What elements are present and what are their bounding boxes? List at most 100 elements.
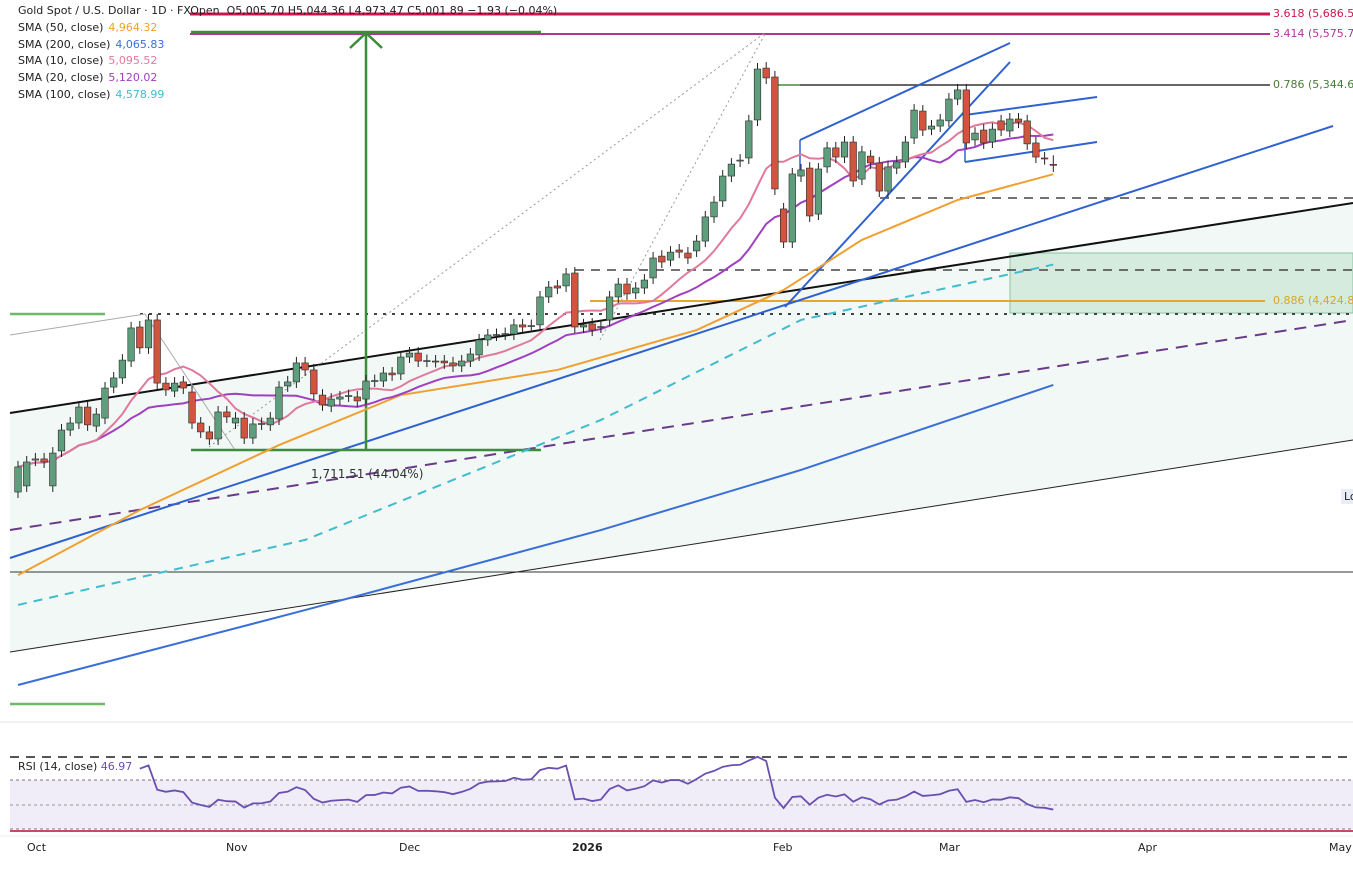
candle-up[interactable] (988, 128, 996, 143)
candle-down[interactable] (684, 252, 692, 259)
candle-up[interactable] (92, 413, 100, 427)
symbol-row[interactable]: Gold Spot / U.S. Dollar · 1D · FXOpen O5… (18, 3, 557, 20)
candle-down[interactable] (205, 431, 214, 440)
candle-up[interactable] (127, 327, 135, 362)
candle-up[interactable] (927, 125, 936, 130)
legend-sma100[interactable]: SMA (100, close) 4,578.99 (18, 87, 557, 104)
candle-down[interactable] (440, 360, 448, 364)
candle-down[interactable] (223, 411, 231, 418)
candle-up[interactable] (14, 466, 22, 493)
candle-up[interactable] (632, 287, 640, 294)
candle-up[interactable] (171, 382, 179, 392)
trendline-purple-dashed[interactable] (9, 319, 1353, 531)
candle-up[interactable] (118, 359, 126, 379)
candle-up[interactable] (945, 98, 953, 122)
rsi-polyline[interactable] (139, 755, 1054, 811)
candle-down[interactable] (188, 391, 196, 424)
candle-down[interactable] (431, 360, 440, 363)
candle-down[interactable] (980, 129, 988, 144)
fib-extension-dotted-2[interactable] (599, 31, 767, 341)
candle-down[interactable] (353, 396, 361, 402)
candle-up[interactable] (501, 333, 509, 335)
candle-up[interactable] (527, 325, 535, 327)
candle-down[interactable] (1023, 120, 1031, 145)
candle-up[interactable] (101, 387, 109, 419)
candle-down[interactable] (153, 319, 161, 384)
candle-up[interactable] (814, 168, 822, 215)
candle-up[interactable] (597, 326, 605, 328)
candle-up[interactable] (893, 161, 901, 169)
candle-down[interactable] (301, 362, 309, 371)
candle-down[interactable] (997, 120, 1005, 131)
candle-up[interactable] (249, 423, 257, 439)
candle-up[interactable] (484, 334, 492, 341)
legend-sma10[interactable]: SMA (10, close) 5,095.52 (18, 53, 557, 70)
candle-up[interactable] (466, 353, 475, 362)
candle-up[interactable] (397, 356, 405, 375)
candle-down[interactable] (388, 372, 396, 376)
candle-down[interactable] (771, 76, 779, 190)
candle-down[interactable] (553, 285, 561, 289)
candle-up[interactable] (336, 396, 344, 400)
legend-sma200[interactable]: SMA (200, close) 4,065.83 (18, 37, 557, 54)
candle-down[interactable] (318, 394, 327, 406)
flag-upper[interactable] (964, 96, 1098, 116)
sma100-line[interactable] (17, 263, 1054, 606)
candle-up[interactable] (745, 120, 753, 159)
candle-up[interactable] (788, 173, 796, 243)
candle-up[interactable] (362, 380, 370, 400)
candle-up[interactable] (266, 417, 274, 426)
candle-down[interactable] (136, 326, 144, 349)
candle-down[interactable] (40, 458, 48, 463)
zigzag-line[interactable] (9, 313, 236, 451)
candle-up[interactable] (31, 458, 39, 461)
candle-up[interactable] (49, 452, 57, 487)
candle-down[interactable] (518, 324, 527, 328)
candle-up[interactable] (823, 147, 831, 168)
candle-down[interactable] (571, 272, 579, 328)
candle-up[interactable] (753, 68, 762, 121)
candle-up[interactable] (840, 141, 849, 158)
candle-down[interactable] (1014, 118, 1023, 123)
candle-up[interactable] (344, 395, 353, 397)
candle-up[interactable] (214, 411, 222, 440)
candle-up[interactable] (75, 406, 83, 424)
trendline-thin[interactable] (9, 439, 1353, 653)
candle-down[interactable] (962, 89, 970, 144)
candle-down[interactable] (414, 352, 422, 362)
flag-lower[interactable] (964, 141, 1098, 163)
candle-up[interactable] (666, 251, 675, 261)
candle-up[interactable] (371, 380, 379, 382)
candle-up[interactable] (536, 296, 544, 326)
candle-up[interactable] (701, 216, 709, 242)
candle-down[interactable] (866, 155, 875, 164)
candle-down[interactable] (849, 141, 857, 182)
candle-down[interactable] (240, 417, 248, 439)
candle-up[interactable] (423, 360, 431, 362)
trendline-blue[interactable] (9, 125, 1334, 559)
candle-up[interactable] (66, 422, 74, 431)
legend-sma20[interactable]: SMA (20, close) 5,120.02 (18, 70, 557, 87)
candle-down[interactable] (658, 255, 666, 263)
candle-up[interactable] (562, 273, 570, 287)
candle-up[interactable] (953, 89, 962, 100)
candle-up[interactable] (579, 324, 588, 328)
candle-down[interactable] (197, 422, 205, 433)
candle-down[interactable] (588, 323, 596, 331)
candle-down[interactable] (449, 362, 457, 367)
candle-up[interactable] (110, 377, 118, 388)
candle-up[interactable] (275, 386, 283, 420)
candle-up[interactable] (884, 166, 892, 192)
candle-up[interactable] (858, 151, 866, 180)
candle-down[interactable] (1049, 164, 1057, 166)
candle-up[interactable] (614, 283, 622, 298)
candle-up[interactable] (797, 169, 805, 177)
candle-down[interactable] (675, 249, 683, 253)
candle-up[interactable] (692, 240, 701, 252)
trendline-black[interactable] (9, 202, 1353, 414)
candle-up[interactable] (405, 352, 414, 358)
candle-up[interactable] (23, 461, 31, 487)
candle-up[interactable] (901, 141, 909, 163)
candle-down[interactable] (806, 167, 814, 217)
candle-up[interactable] (605, 296, 614, 321)
